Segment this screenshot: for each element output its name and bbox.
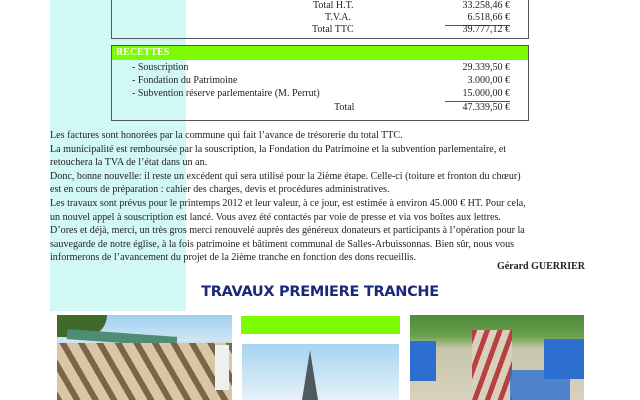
photo-church-spire: [242, 344, 399, 400]
paragraph-line: Les travaux sont prévus pour le printemp…: [50, 197, 526, 209]
signature: Gérard GUERRIER: [496, 261, 585, 272]
total-label: Total: [334, 102, 355, 113]
paragraph-line: est en cours de préparation : cahier des…: [50, 184, 390, 196]
total-amount: 47.339,50 €: [462, 102, 511, 113]
expenses-table: Total H.T. 33.258,46 € T.V.A. 6.518,66 € T…: [111, 0, 529, 39]
row-amount: 29.339,50 €: [462, 62, 511, 73]
income-row: - Subvention réserve parlementaire (M. P…: [112, 88, 528, 102]
paragraph-line: sauvegarde de notre église, à la fois pa…: [50, 238, 515, 250]
paragraph-line: retouchera la TVA de l’état dans un an.: [50, 157, 208, 169]
income-table: RECETTES - Souscription 29.339,50 € - Fon…: [111, 45, 529, 121]
row-label: - Fondation du Patrimoine: [132, 75, 238, 86]
row-amount: 6.518,66 €: [445, 12, 510, 26]
income-row: - Souscription 29.339,50 €: [112, 62, 528, 75]
income-row: - Fondation du Patrimoine 3.000,00 €: [112, 75, 528, 88]
article-body: Les factures sont honorées par la commun…: [50, 129, 595, 265]
income-total-row: Total 47.339,50 €: [112, 102, 528, 115]
photo-roof-timber: [57, 315, 232, 400]
row-amount: 3.000,00 €: [467, 75, 511, 86]
income-header: RECETTES: [112, 46, 528, 60]
paragraph-line: un nouvel appel à souscription est lancé…: [50, 211, 501, 223]
paragraph-line: informerons de l’avancement du projet de…: [50, 252, 417, 264]
expense-row: Total H.T. 33.258,46 €: [112, 0, 528, 13]
paragraph-line: Les factures sont honorées par la commun…: [50, 130, 403, 141]
paragraph-line: D’ores et déjà, merci, un très gros merc…: [50, 225, 525, 237]
row-label: - Souscription: [132, 62, 189, 73]
photo-roof-tiles: [410, 315, 584, 400]
paragraph-line: La municipalité est remboursée par la so…: [50, 143, 507, 155]
row-label: Total H.T.: [313, 0, 354, 11]
expense-row: T.V.A. 6.518,66 €: [112, 12, 528, 26]
row-label: T.V.A.: [325, 12, 352, 23]
section-title: TRAVAUX PREMIERE TRANCHE: [201, 284, 439, 300]
row-amount: 15.000,00 €: [445, 88, 510, 102]
row-amount: 33.258,46 €: [462, 0, 511, 11]
paragraph-line: Donc, bonne nouvelle: il reste un excéde…: [50, 170, 521, 182]
green-bar: [241, 316, 400, 334]
row-label: Total TTC: [312, 24, 354, 35]
expense-row: Total TTC 39.777,12 €: [112, 24, 528, 37]
row-label: - Subvention réserve parlementaire (M. P…: [132, 88, 320, 99]
row-amount: 39.777,12 €: [462, 24, 511, 35]
